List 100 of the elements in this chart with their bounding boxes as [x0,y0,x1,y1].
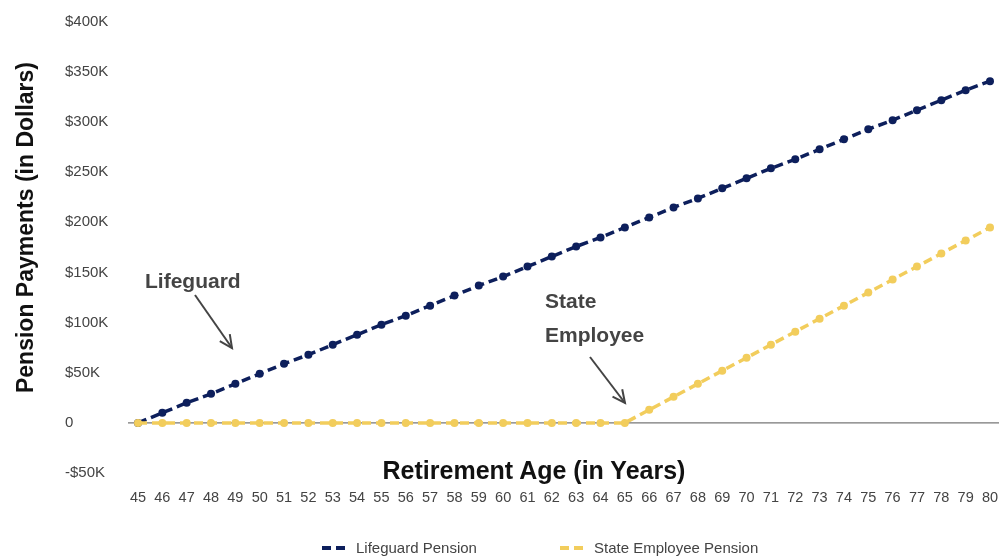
point [986,223,994,232]
x-tick-label: 51 [275,489,293,505]
point [986,77,994,86]
point [791,327,800,336]
x-tick-label: 47 [178,489,195,505]
point [961,86,970,95]
point [572,242,581,251]
point [718,184,727,193]
y-tick-label: $250K [65,162,109,180]
x-tick-label: 60 [495,489,512,505]
point [864,125,873,134]
y-tick-label: $200K [65,212,109,230]
x-tick-label: 50 [251,489,268,505]
point [572,418,581,427]
point [426,418,435,427]
point [815,145,824,154]
point [912,262,921,271]
x-tick-label: 59 [470,489,487,505]
point [377,320,386,329]
x-tick-label: 68 [689,489,706,505]
point [888,116,897,125]
x-tick-label: 52 [300,489,317,505]
point [547,418,556,427]
y-tick-label: 0 [65,412,74,430]
x-tick-label: 54 [349,489,366,505]
point [450,291,459,300]
point [766,340,775,349]
point [207,389,216,398]
y-tick-label: $300K [65,112,109,130]
annotation: State Employee [545,289,645,346]
point [328,418,337,427]
point [353,418,362,427]
x-tick-label: 77 [908,489,926,505]
point [231,379,240,388]
y-tick-label: $350K [65,62,109,80]
x-tick-label: 69 [714,489,731,505]
x-tick-label: 78 [933,489,950,505]
point [864,288,873,297]
point [645,213,654,222]
point [231,418,240,427]
point [766,164,775,173]
point [474,418,483,427]
y-tick-label: $400K [65,11,109,29]
point [401,311,410,320]
y-tick-label: $50K [65,362,101,380]
x-tick-label: 73 [811,489,828,505]
point [693,194,702,203]
x-tick-label: 79 [957,489,974,505]
legend-label: Lifeguard Pension [356,539,477,556]
x-tick-label: 61 [519,489,536,505]
x-tick-label: 53 [324,489,341,505]
point [207,418,216,427]
point [912,106,921,115]
x-tick-label: 67 [665,489,682,505]
x-tick-label: 66 [641,489,658,505]
point [328,340,337,349]
point [158,408,167,417]
point [304,418,313,427]
x-tick-label: 57 [422,489,439,505]
point [839,135,848,144]
point [523,262,532,271]
point [839,301,848,310]
point [499,418,508,427]
point [304,350,313,359]
x-tick-label: 72 [787,489,804,505]
legend-label: State Employee Pension [594,539,759,556]
point [815,314,824,323]
point [596,233,605,242]
x-tick-label: 74 [835,489,853,505]
x-tick-label: 64 [592,489,609,505]
y-tick-label: $100K [65,312,109,330]
x-tick-label: 80 [981,489,999,505]
x-tick-label: 49 [227,489,244,505]
x-tick-label: 48 [202,489,220,505]
point [158,418,167,427]
point [182,418,191,427]
annotation: Lifeguard [145,269,241,292]
point [499,272,508,281]
point [474,281,483,290]
point [669,203,678,212]
point [937,96,946,105]
point [718,366,727,375]
point [255,369,264,378]
x-tick-label: 46 [154,489,171,505]
point [961,236,970,245]
x-tick-label: 56 [397,489,414,505]
x-tick-label: 45 [129,489,147,505]
point [693,379,702,388]
point [596,418,605,427]
x-axis-title: Retirement Age (in Years) [382,456,686,484]
point [523,418,532,427]
x-tick-label: 76 [884,489,901,505]
point [353,330,362,339]
x-tick-label: 65 [616,489,633,505]
x-tick-label: 62 [543,489,560,505]
x-tick-label: 63 [568,489,585,505]
x-tick-label: 70 [738,489,755,505]
point [182,398,191,407]
point [937,249,946,258]
x-tick-label: 75 [860,489,877,505]
